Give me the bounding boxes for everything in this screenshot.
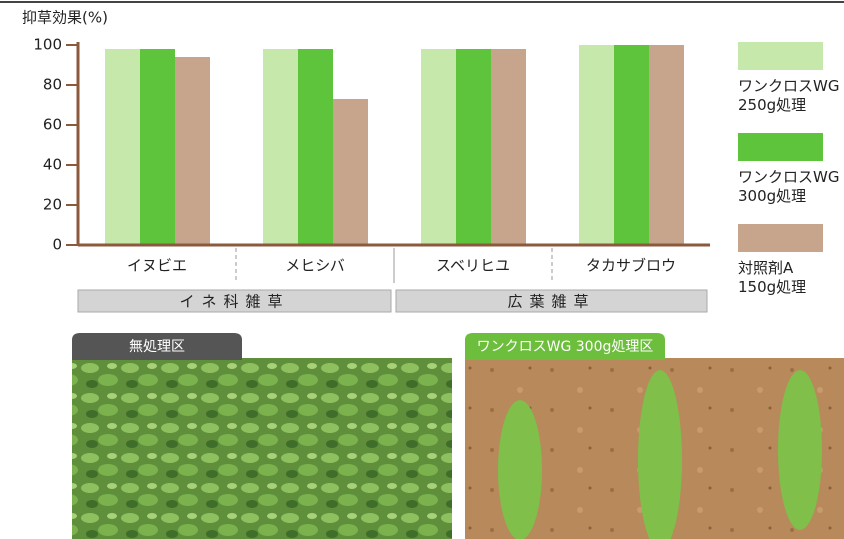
legend-label: 対照剤A 150g処理 [738, 259, 807, 296]
photo-tab [465, 333, 665, 360]
y-tick-label: 80 [43, 76, 62, 94]
bar [456, 49, 491, 245]
legend-swatch [738, 133, 823, 161]
photo-untreated [72, 358, 452, 539]
y-tick-label: 60 [43, 116, 62, 134]
legend-label: ワンクロスWG 300g処理 [738, 168, 840, 205]
bar [298, 49, 333, 245]
bar [333, 99, 368, 245]
x-tick-label: タカサブロウ [586, 257, 676, 275]
bar [579, 45, 614, 245]
bar [263, 49, 298, 245]
bar [421, 49, 456, 245]
y-axis-label: 抑草効果(%) [22, 9, 108, 27]
bar [614, 45, 649, 245]
photo-label: 無処理区 [129, 339, 185, 355]
x-tick-label: メヒシバ [285, 257, 345, 275]
y-tick-label: 40 [43, 156, 62, 174]
y-tick-label: 0 [52, 236, 62, 254]
group-label: イネ科雑草 [179, 293, 289, 311]
crop-rows [498, 370, 822, 539]
y-tick-label: 20 [43, 196, 62, 214]
x-tick-label: イヌビエ [127, 257, 187, 275]
y-tick-label: 100 [33, 36, 62, 54]
bar [175, 57, 210, 245]
group-bar [395, 289, 708, 313]
bar [649, 45, 684, 245]
bar [491, 49, 526, 245]
group-bar [77, 289, 392, 313]
group-label: 広葉雑草 [507, 293, 595, 311]
x-tick-label: スベリヒユ [436, 257, 510, 275]
legend-swatch [738, 42, 823, 70]
bar [105, 49, 140, 245]
legend-swatch [738, 224, 823, 252]
legend-label: ワンクロスWG 250g処理 [738, 77, 840, 114]
bar [140, 49, 175, 245]
photo-tab [72, 333, 242, 360]
photo-label: ワンクロスWG 300g処理区 [477, 339, 654, 355]
